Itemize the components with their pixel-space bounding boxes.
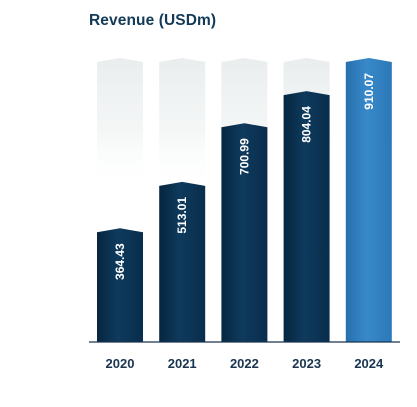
value-label-2021: 513.01 — [175, 197, 189, 234]
bar-background-2020 — [97, 58, 143, 192]
value-label-2022: 700.99 — [237, 138, 251, 175]
bar-2024[interactable] — [345, 58, 392, 342]
x-tick-label-2024: 2024 — [354, 356, 384, 371]
x-tick-label-2020: 2020 — [106, 356, 135, 371]
bars-layer — [97, 58, 392, 342]
value-label-2023: 804.04 — [300, 106, 314, 143]
bar-2021[interactable] — [159, 181, 206, 342]
x-tick-label-2022: 2022 — [230, 356, 259, 371]
bar-2022[interactable] — [221, 123, 268, 342]
bar-background-2021 — [159, 58, 206, 192]
chart-title: Revenue (USDm) — [89, 12, 217, 29]
value-label-2020: 364.43 — [113, 243, 127, 280]
value-label-2024: 910.07 — [362, 73, 376, 110]
labels-layer: 364.43 2020 513.01 2021 700.99 2022 804.04 2023… — [106, 73, 384, 371]
bar-2023[interactable] — [283, 91, 330, 342]
x-tick-label-2021: 2021 — [168, 356, 197, 371]
x-tick-label-2023: 2023 — [292, 356, 321, 371]
bar-2020[interactable] — [97, 228, 143, 342]
